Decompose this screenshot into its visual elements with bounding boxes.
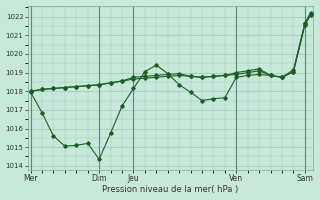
X-axis label: Pression niveau de la mer( hPa ): Pression niveau de la mer( hPa )	[102, 185, 239, 194]
